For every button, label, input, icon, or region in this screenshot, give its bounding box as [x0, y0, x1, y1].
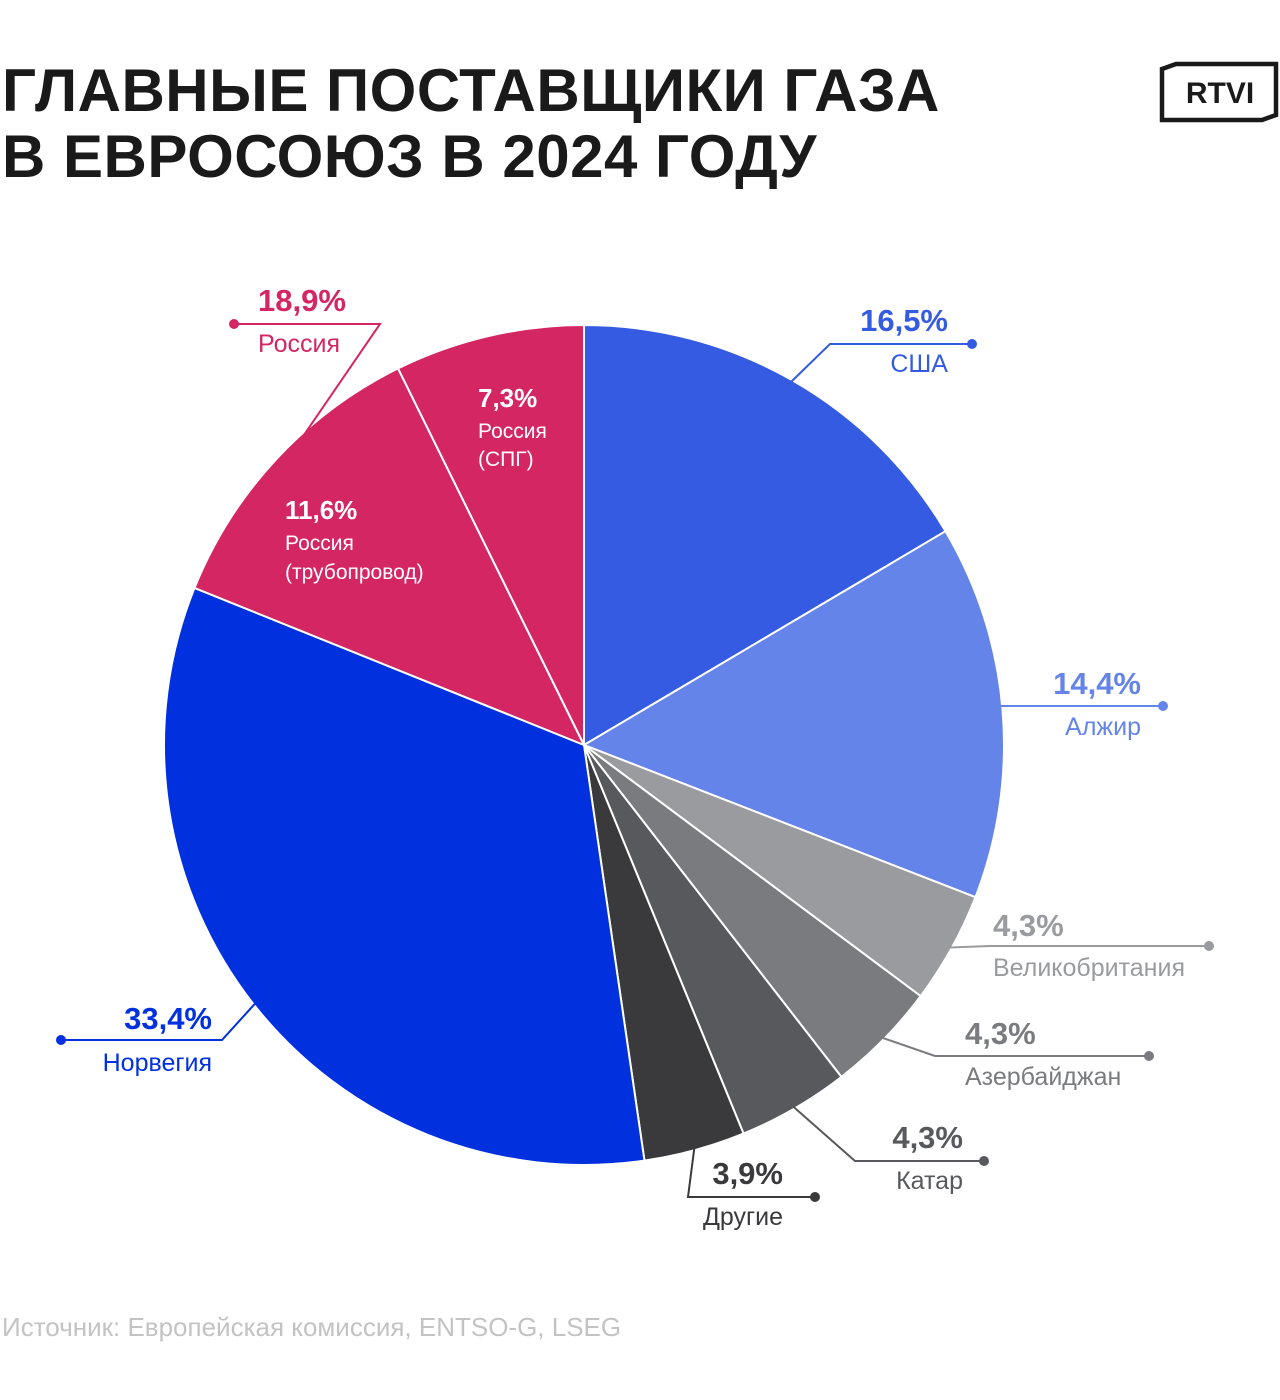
value-label-другие: 3,9%	[712, 1156, 783, 1191]
category-label-russia-total: Россия	[258, 330, 340, 358]
value-label-россия-трубопровод: 11,6%	[285, 495, 357, 525]
rtvi-logo-text: RTVI	[1186, 77, 1254, 110]
leader-line-другие	[686, 1148, 815, 1198]
leader-dot-катар	[979, 1156, 989, 1166]
value-label-сша: 16,5%	[860, 303, 948, 338]
value-label-russia-total: 18,9%	[258, 283, 346, 318]
value-label-азербайджан: 4,3%	[965, 1016, 1036, 1051]
value-label-россия-спг: 7,3%	[478, 383, 537, 413]
category-label-азербайджан: Азербайджан	[965, 1063, 1121, 1091]
leader-line-russia-total	[234, 323, 382, 435]
leader-dot-сша	[967, 339, 977, 349]
pie-slice-россия-спг	[397, 324, 585, 746]
leader-line-сша	[790, 343, 972, 383]
leader-line-норвегия	[61, 1002, 257, 1041]
leader-line-катар	[792, 1106, 984, 1162]
leader-dot-russia-total	[229, 319, 239, 329]
leader-dot-великобритания	[1204, 941, 1214, 951]
leader-dot-алжир	[1158, 701, 1168, 711]
category-label-россия-трубопровод-line-1: Россия	[285, 532, 354, 555]
category-label-великобритания: Великобритания	[993, 954, 1185, 982]
pie-slice-алжир	[583, 530, 1005, 899]
category-label-катар: Катар	[896, 1167, 963, 1195]
chart-title: ГЛАВНЫЕ ПОСТАВЩИКИ ГАЗА В ЕВРОСОЮЗ В 202…	[2, 58, 940, 190]
category-label-россия-трубопровод-line-2: (трубопровод)	[285, 561, 424, 584]
chart-title-line-2: В ЕВРОСОЮЗ В 2024 ГОДУ	[2, 123, 817, 190]
value-label-норвегия: 33,4%	[124, 1001, 212, 1036]
value-label-алжир: 14,4%	[1053, 666, 1141, 701]
leader-dot-норвегия	[56, 1035, 66, 1045]
pie-slice-россия-трубопровод	[193, 367, 585, 746]
leader-dot-другие	[810, 1192, 820, 1202]
leader-line-великобритания	[949, 945, 1209, 949]
rtvi-logo: RTVI	[1159, 61, 1279, 123]
category-label-норвегия: Норвегия	[103, 1049, 212, 1077]
category-label-россия-спг-line-1: Россия	[478, 420, 547, 443]
pie-chart: 16,5% США 14,4% Алжир 4,3% Великобритания 4,3%…	[56, 283, 1214, 1231]
category-label-другие: Другие	[703, 1203, 783, 1231]
chart-title-line-1: ГЛАВНЫЕ ПОСТАВЩИКИ ГАЗА	[2, 57, 940, 124]
category-label-алжир: Алжир	[1065, 713, 1141, 741]
leader-line-азербайджан	[881, 1036, 1149, 1057]
category-label-россия-спг-line-2: (СПГ)	[478, 448, 534, 471]
source-note: Источник: Европейская комиссия, ENTSO-G,…	[2, 1312, 622, 1342]
value-label-катар: 4,3%	[892, 1120, 963, 1155]
leader-dot-азербайджан	[1144, 1051, 1154, 1061]
value-label-великобритания: 4,3%	[993, 908, 1064, 943]
leader-line-алжир	[998, 705, 1163, 712]
category-label-сша: США	[890, 350, 948, 378]
